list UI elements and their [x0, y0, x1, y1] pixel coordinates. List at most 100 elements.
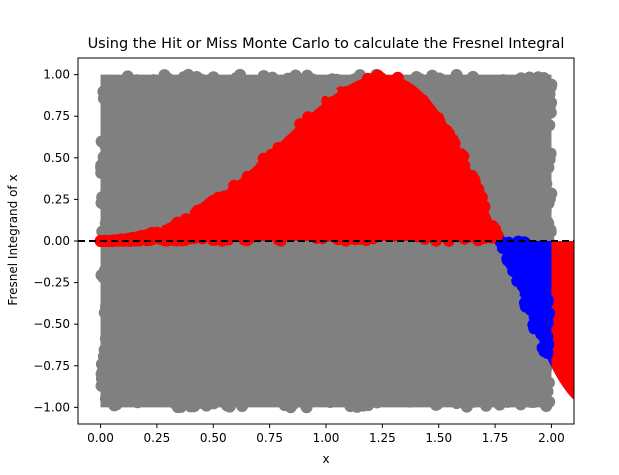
miss-point — [132, 208, 145, 221]
miss-point — [151, 275, 164, 288]
miss-point — [268, 342, 281, 355]
hit-positive-point — [207, 225, 220, 238]
miss-point — [95, 159, 108, 172]
hit-positive-point — [327, 218, 340, 231]
hit-positive-point — [399, 89, 412, 102]
hit-positive-point — [311, 148, 324, 161]
hit-positive-point — [360, 136, 373, 149]
miss-point — [505, 335, 518, 348]
miss-point — [543, 192, 556, 205]
miss-point — [525, 102, 538, 115]
miss-point — [426, 324, 439, 337]
miss-point — [136, 116, 149, 129]
hit-positive-point — [356, 224, 369, 237]
miss-point — [433, 77, 446, 90]
miss-point — [350, 312, 363, 325]
miss-point — [143, 367, 156, 380]
miss-point — [217, 116, 230, 129]
miss-point — [95, 358, 108, 371]
miss-point — [488, 254, 501, 267]
miss-point — [295, 87, 308, 100]
miss-point — [126, 196, 139, 209]
miss-point — [197, 246, 210, 259]
miss-point — [170, 254, 183, 267]
miss-point — [470, 355, 483, 368]
hit-positive-point — [350, 200, 363, 213]
hit-positive-point — [397, 127, 410, 140]
miss-point — [160, 174, 173, 187]
hit-positive-point — [442, 145, 455, 158]
miss-point — [238, 315, 251, 328]
miss-point — [526, 200, 539, 213]
miss-point — [425, 365, 438, 378]
hit-positive-point — [414, 114, 427, 127]
miss-point — [247, 298, 260, 311]
miss-point — [529, 132, 542, 145]
miss-point — [102, 392, 115, 405]
hit-positive-point — [451, 193, 464, 206]
miss-point — [233, 251, 246, 264]
miss-point — [214, 311, 227, 324]
miss-point — [195, 73, 208, 86]
hit-positive-point — [158, 230, 171, 243]
miss-point — [499, 91, 512, 104]
hit-positive-point — [360, 184, 373, 197]
miss-point — [410, 324, 423, 337]
miss-point — [284, 251, 297, 264]
hit-positive-point — [442, 234, 455, 247]
miss-point — [110, 298, 123, 311]
x-axis-label: x — [322, 452, 329, 466]
hit-positive-point — [302, 219, 315, 232]
hit-positive-point — [373, 108, 386, 121]
miss-point — [524, 161, 537, 174]
miss-point — [392, 393, 405, 406]
miss-point — [408, 295, 421, 308]
hit-negative-point — [521, 295, 534, 308]
miss-point — [118, 327, 131, 340]
miss-point — [536, 95, 549, 108]
miss-point — [522, 185, 535, 198]
miss-point — [144, 177, 157, 190]
miss-point — [504, 157, 517, 170]
miss-point — [332, 265, 345, 278]
hit-positive-point — [313, 107, 326, 120]
miss-point — [382, 364, 395, 377]
miss-point — [131, 396, 144, 409]
miss-point — [261, 111, 274, 124]
hit-positive-point — [364, 173, 377, 186]
miss-point — [470, 79, 483, 92]
miss-point — [264, 306, 277, 319]
x-axis-ticks: 0.00 0.25 0.50 0.75 1.00 1.25 1.50 1.75 2.00 — [87, 424, 565, 445]
miss-point — [413, 342, 426, 355]
miss-point — [515, 101, 528, 114]
hit-positive-point — [228, 217, 241, 230]
miss-point — [221, 394, 234, 407]
hit-positive-point — [267, 226, 280, 239]
hit-positive-point — [303, 174, 316, 187]
miss-point — [135, 137, 148, 150]
hit-negative-point — [541, 330, 554, 343]
miss-point — [334, 377, 347, 390]
hit-positive-point — [246, 184, 259, 197]
miss-point — [492, 337, 505, 350]
miss-point — [435, 293, 448, 306]
miss-point — [425, 345, 438, 358]
hit-positive-point — [104, 234, 117, 247]
hit-positive-point — [338, 165, 351, 178]
miss-point — [171, 157, 184, 170]
miss-point — [178, 86, 191, 99]
hit-positive-point — [251, 197, 264, 210]
y-tick-label: −1.00 — [33, 400, 70, 414]
miss-point — [540, 399, 553, 412]
miss-point — [122, 353, 135, 366]
miss-point — [494, 142, 507, 155]
hit-positive-point — [336, 225, 349, 238]
miss-point — [139, 349, 152, 362]
miss-point — [346, 345, 359, 358]
miss-point — [507, 384, 520, 397]
y-axis-ticks: −1.00 −0.75 −0.50 −0.25 0.00 0.25 0.50 0.75 1.00 — [33, 68, 78, 414]
hit-positive-point — [433, 184, 446, 197]
miss-point — [353, 250, 366, 263]
miss-point — [471, 276, 484, 289]
miss-point — [468, 106, 481, 119]
